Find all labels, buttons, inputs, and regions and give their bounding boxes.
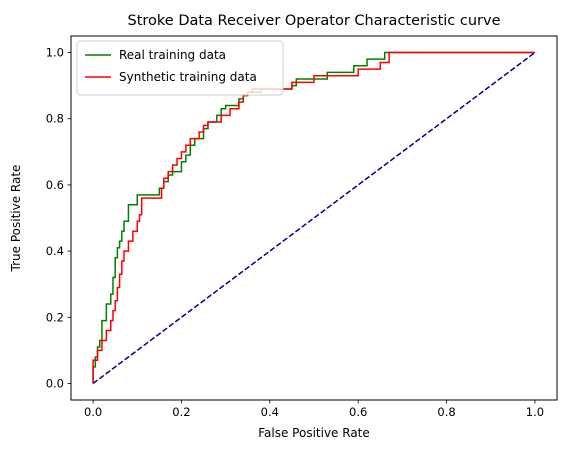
x-tick-label: 0.2 bbox=[172, 405, 190, 419]
y-tick-label: 1.0 bbox=[46, 46, 64, 60]
y-axis: 0.0 0.2 0.4 0.6 0.8 1.0 bbox=[46, 46, 71, 390]
plot-frame bbox=[70, 35, 558, 401]
x-tick-label: 0.4 bbox=[261, 405, 279, 419]
x-tick-label: 0.8 bbox=[437, 405, 455, 419]
chart-title: Stroke Data Receiver Operator Characteri… bbox=[128, 13, 501, 29]
chance-diagonal-line bbox=[92, 51, 536, 385]
y-tick-label: 0.4 bbox=[46, 244, 64, 258]
legend-label: Synthetic training data bbox=[119, 70, 257, 84]
legend-box bbox=[76, 40, 284, 96]
x-tick-label: 1.0 bbox=[526, 405, 544, 419]
x-axis: 0.0 0.2 0.4 0.6 0.8 1.0 bbox=[84, 400, 544, 419]
x-tick-label: 0.0 bbox=[84, 405, 102, 419]
y-tick-label: 0.6 bbox=[46, 178, 64, 192]
legend-label: Real training data bbox=[119, 48, 226, 62]
legend: Real training data Synthetic training dat… bbox=[76, 40, 284, 96]
x-tick-label: 0.6 bbox=[349, 405, 367, 419]
y-tick-label: 0.0 bbox=[46, 376, 64, 390]
y-axis-label: True Positive Rate bbox=[9, 165, 23, 273]
y-tick-label: 0.2 bbox=[46, 310, 64, 324]
x-axis-label: False Positive Rate bbox=[258, 426, 370, 440]
y-tick-label: 0.8 bbox=[46, 112, 64, 126]
